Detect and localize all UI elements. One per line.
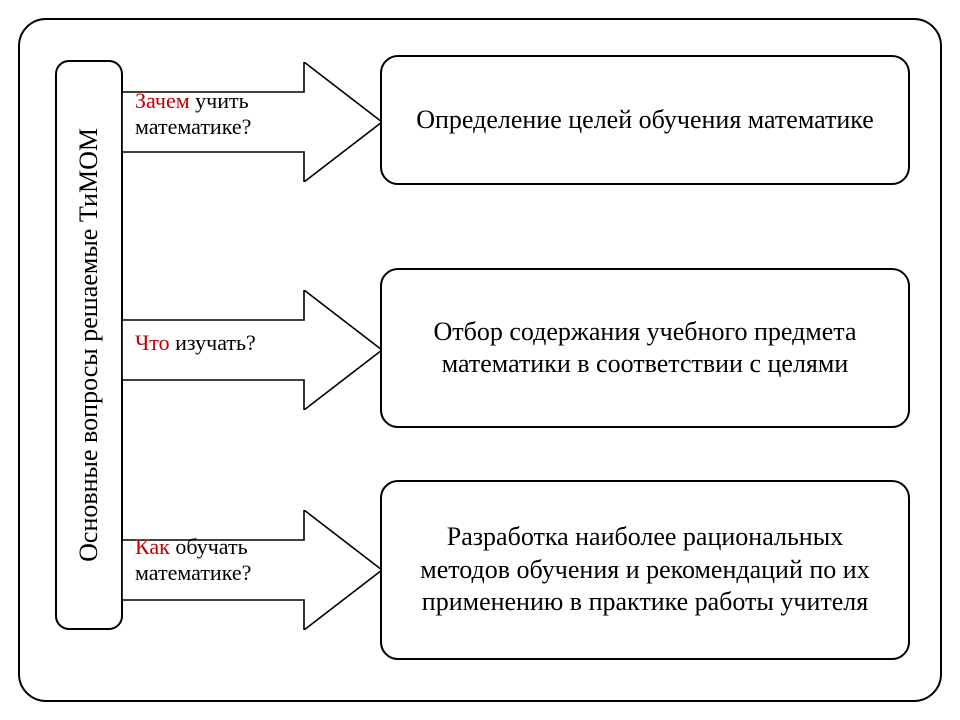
question-1-highlight: Что [135,330,170,355]
answer-0-text: Определение целей обучения математике [416,104,874,137]
vertical-title-box: Основные вопросы решаемые ТиМОМ [55,60,123,630]
answer-1-text: Отбор содержания учебного предмета матем… [400,316,890,381]
question-1: Что изучать? [135,330,295,356]
question-2: Как обучать математике? [135,534,295,587]
vertical-title-text: Основные вопросы решаемые ТиМОМ [73,128,104,562]
question-0-highlight: Зачем [135,88,190,113]
question-2-highlight: Как [135,534,170,559]
answer-2-text: Разработка наиболее рациональных методов… [400,521,890,619]
answer-2: Разработка наиболее рациональных методов… [380,480,910,660]
answer-1: Отбор содержания учебного предмета матем… [380,268,910,428]
question-1-rest: изучать? [170,330,256,355]
question-0: Зачем учить математике? [135,88,295,141]
answer-0: Определение целей обучения математике [380,55,910,185]
